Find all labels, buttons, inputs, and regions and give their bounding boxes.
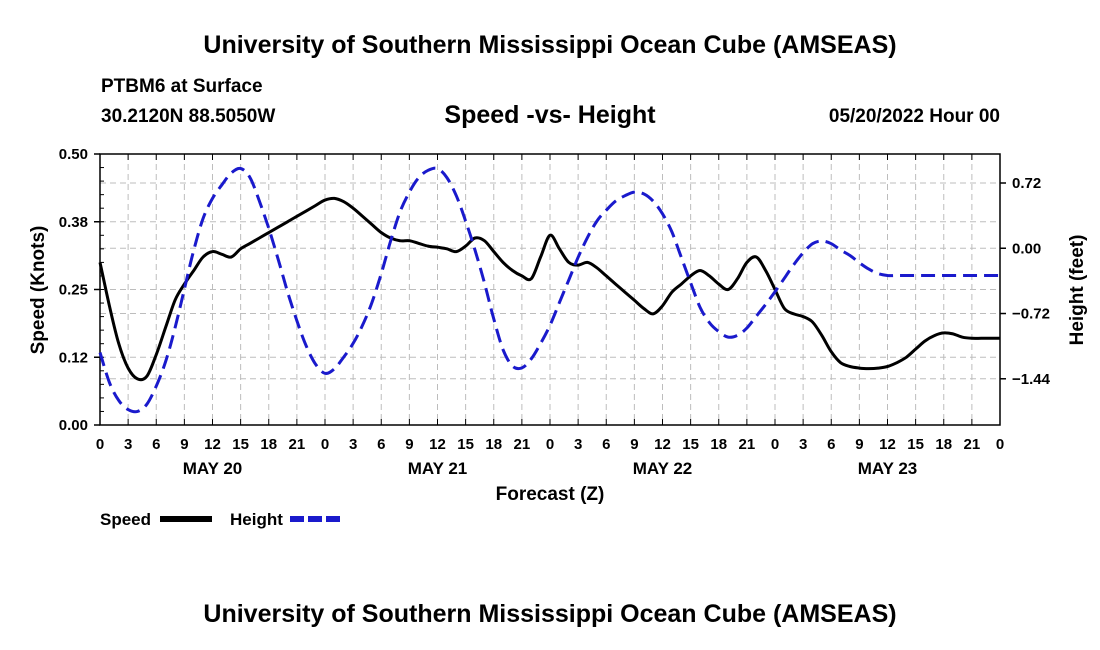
y-tick-label: 0.12 [59,349,88,366]
station-label: PTBM6 at Surface [101,76,263,97]
x-tick-label: 12 [879,436,896,453]
grid-lines [100,154,1000,425]
x-tick-label: 6 [152,436,160,453]
y2-axis-label: Height (feet) [1067,235,1088,346]
x-tick-label: 0 [546,436,554,453]
footer-title: University of Southern Mississippi Ocean… [203,600,897,628]
day-label: MAY 23 [858,459,918,478]
x-tick-label: 15 [682,436,699,453]
x-tick-label: 3 [574,436,582,453]
legend: Speed Height [100,510,342,529]
x-tick-label: 21 [739,436,756,453]
x-tick-label: 12 [204,436,221,453]
day-label: MAY 20 [183,459,243,478]
y-tick-label: 0.50 [59,146,88,163]
x-tick-label: 3 [124,436,132,453]
legend-label-speed: Speed [100,510,151,529]
chart-subtitle: Speed -vs- Height [444,101,656,129]
forecast-date: 05/20/2022 Hour 00 [828,106,1000,127]
x-tick-label: 18 [935,436,952,453]
x-tick-label: 18 [260,436,277,453]
y-tick-label: 0.00 [59,417,88,434]
y2-tick-label: 0.00 [1012,240,1041,257]
day-label: MAY 22 [633,459,693,478]
height-series-line [98,166,1000,414]
x-tick-label: 21 [289,436,306,453]
x-tick-label: 12 [429,436,446,453]
x-tick-label: 12 [654,436,671,453]
day-label: MAY 21 [408,459,468,478]
x-tick-label: 9 [855,436,863,453]
x-tick-label: 6 [377,436,385,453]
x-tick-label: 3 [799,436,807,453]
x-tick-label: 21 [964,436,981,453]
x-tick-label: 0 [321,436,329,453]
speed-series-line [98,196,1000,382]
x-tick-label: 0 [96,436,104,453]
x-tick-label: 9 [180,436,188,453]
x-tick-label: 15 [232,436,249,453]
x-tick-label: 21 [514,436,531,453]
x-tick-label: 6 [602,436,610,453]
x-tick-label: 15 [907,436,924,453]
x-tick-label: 15 [457,436,474,453]
x-tick-label: 18 [485,436,502,453]
x-tick-label: 9 [405,436,413,453]
y2-tick-label: 0.72 [1012,175,1041,192]
x-tick-label: 18 [710,436,727,453]
axis-ticks: 0 3 6 9 12 15 18 21 0 3 6 9 12 15 18 21 0 3 6 9 12 15 18 21 0 3 6 9… [59,146,1051,478]
series-layer [98,166,1000,414]
y-tick-label: 0.25 [59,282,88,299]
y2-tick-label: −0.72 [1012,306,1050,323]
x-tick-label: 9 [630,436,638,453]
y-tick-label: 0.38 [59,214,88,231]
legend-label-height: Height [230,510,283,529]
x-axis-label: Forecast (Z) [496,484,605,505]
x-tick-label: 3 [349,436,357,453]
station-coordinates: 30.2120N 88.5050W [101,106,276,127]
x-tick-label: 0 [996,436,1004,453]
x-tick-label: 6 [827,436,835,453]
x-tick-label: 0 [771,436,779,453]
chart-title: University of Southern Mississippi Ocean… [203,31,897,59]
y-axis-label: Speed (Knots) [28,226,49,355]
y2-tick-label: −1.44 [1012,371,1051,388]
